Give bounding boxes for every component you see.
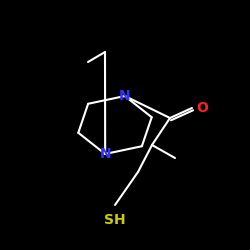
Text: N: N [119,89,131,103]
Text: N: N [99,147,111,161]
Text: SH: SH [104,213,126,227]
Text: O: O [196,101,208,115]
